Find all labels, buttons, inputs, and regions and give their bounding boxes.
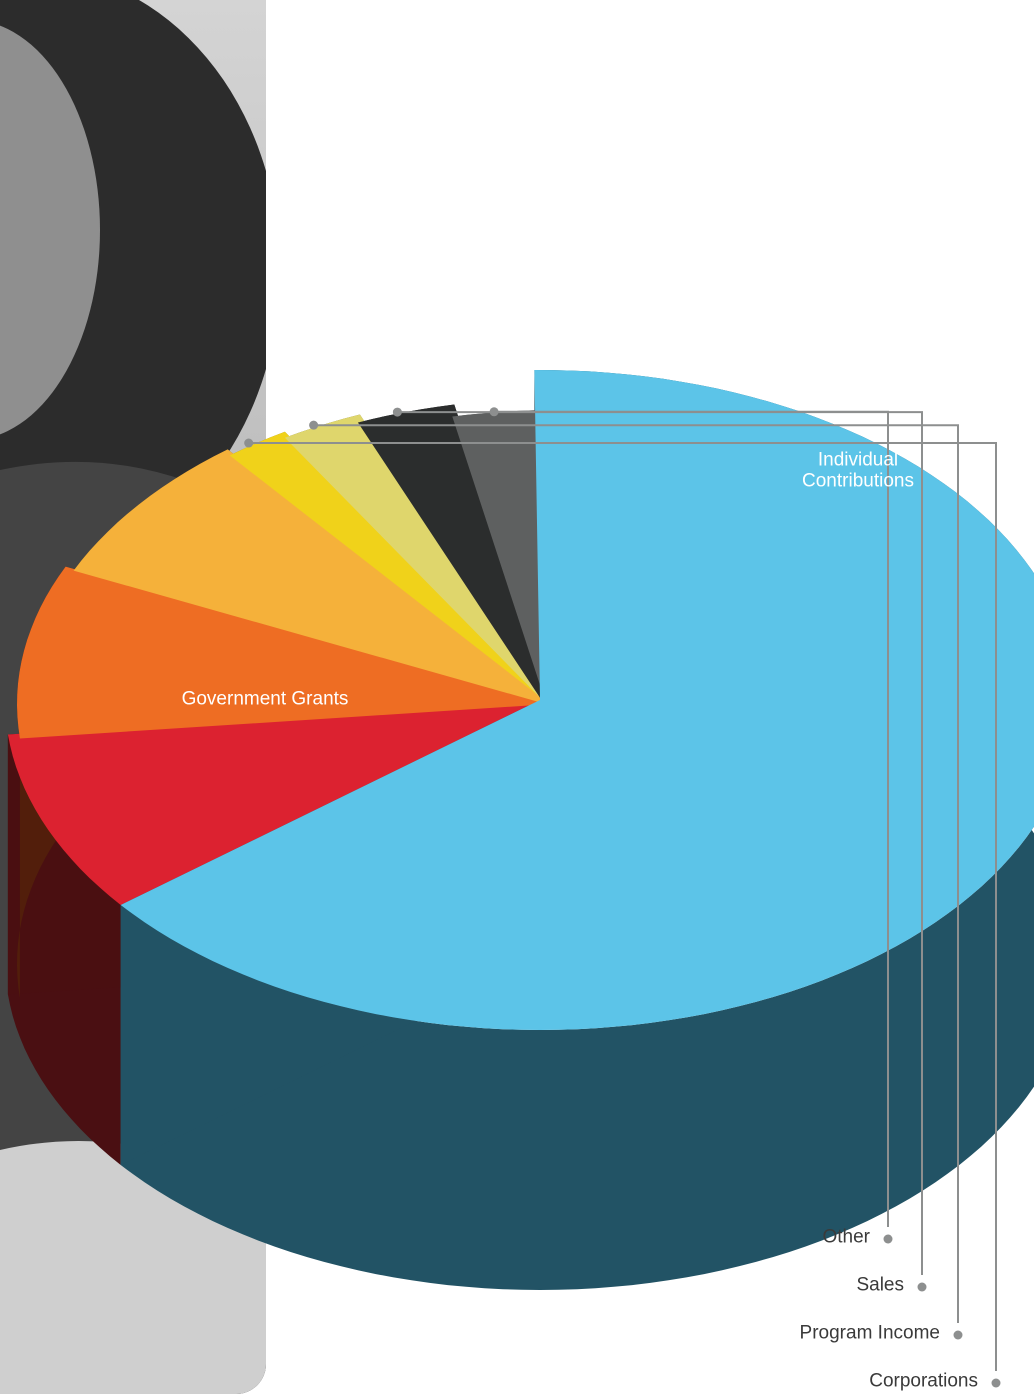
slice-label-ppp: PPP Loan Forgiveness [649,89,753,131]
slice-label-foundations: Foundations [766,303,871,324]
callout-label-sales: Sales [856,1275,904,1296]
callout-end-dot-program [953,1330,963,1340]
pie-slice-individual [73,449,560,708]
pie-slice-other [452,410,558,740]
slice-label-government: Government Grants [182,689,349,710]
callout-dot-other [489,407,499,417]
slice-labels: Government Grants PPP Loan Forgiveness Foun… [182,89,978,1392]
callout-line-other [494,410,889,1227]
face-shape [0,25,100,435]
callout-label-other: Other [822,1227,870,1248]
pie-slice-program [284,414,562,720]
callout-dot-corporations [244,438,254,448]
callout-line-corporations [248,442,997,1371]
pie-slice-ppp [7,700,540,905]
pie-slice-foundations [17,566,552,739]
callout-end-dot-corporations [991,1378,1001,1388]
pie-slice-sales [357,404,560,728]
callout-lines [244,407,1001,1388]
callout-end-dot-sales [917,1282,927,1292]
pie-slice-tops [7,370,1034,1030]
callout-dot-sales [392,407,402,417]
pie-slice-corporations [229,431,562,714]
callout-line-program [313,424,959,1323]
callout-end-dot-other [883,1234,893,1244]
callout-label-corporations: Corporations [869,1371,978,1392]
callout-label-program: Program Income [800,1323,940,1344]
pie-slice-government [120,370,1034,1030]
slice-label-individual: Individual Contributions [802,449,914,491]
callout-dot-program [309,420,319,430]
